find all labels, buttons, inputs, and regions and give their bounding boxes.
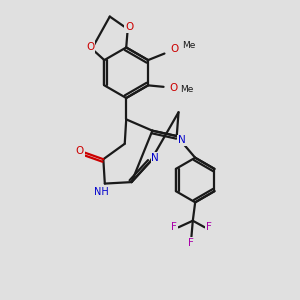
Text: O: O xyxy=(171,44,179,54)
Text: O: O xyxy=(125,22,133,32)
Text: F: F xyxy=(206,222,212,232)
Text: N: N xyxy=(152,153,159,163)
Text: F: F xyxy=(171,222,177,232)
Text: NH: NH xyxy=(94,187,109,197)
Text: O: O xyxy=(169,83,178,93)
Text: O: O xyxy=(75,146,84,156)
Text: F: F xyxy=(188,238,194,248)
Text: N: N xyxy=(178,136,186,146)
Text: O: O xyxy=(86,42,94,52)
Text: Me: Me xyxy=(180,85,193,94)
Text: Me: Me xyxy=(182,41,196,50)
